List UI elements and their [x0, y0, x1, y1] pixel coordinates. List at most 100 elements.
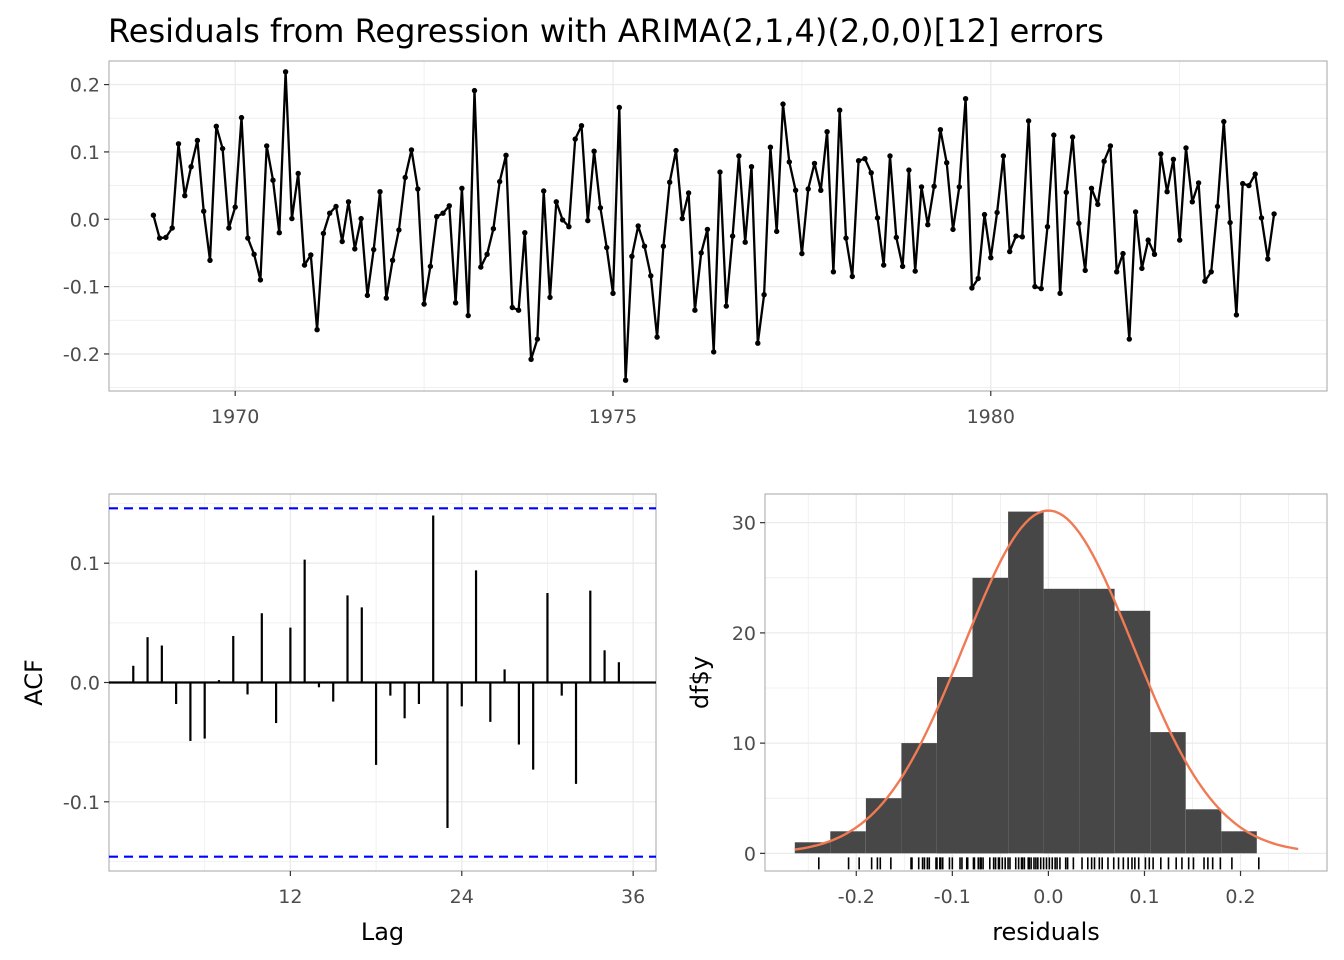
hist-y-tick-label: 0 — [744, 843, 756, 865]
residual-point — [792, 187, 799, 193]
ts-x-tick-label: 1970 — [211, 406, 259, 428]
residual-point — [975, 275, 981, 282]
residual-point — [931, 183, 937, 189]
residual-point — [824, 129, 830, 135]
acf-panel: -0.1 0.0 0.1 12 24 36 Lag ACF — [20, 493, 657, 946]
residual-point — [1252, 171, 1258, 177]
residual-point — [522, 230, 528, 236]
residual-point — [408, 147, 415, 153]
ts-x-tick-label: 1975 — [589, 406, 637, 428]
residual-point — [270, 177, 276, 183]
residual-point — [1069, 134, 1076, 140]
residual-point — [490, 226, 497, 232]
residual-point — [918, 184, 925, 190]
ts-y-tick-label: -0.1 — [63, 277, 100, 299]
residual-point — [786, 159, 792, 165]
residual-point — [169, 225, 175, 231]
acf-y-tick-label: -0.1 — [63, 792, 100, 814]
residual-point — [1139, 265, 1145, 272]
residual-point — [981, 211, 988, 218]
residual-point — [761, 292, 767, 298]
residual-point — [736, 153, 742, 159]
residual-point — [729, 233, 736, 239]
residual-point — [503, 152, 509, 158]
residual-point — [635, 223, 641, 229]
residual-point — [553, 199, 559, 205]
residual-point — [1126, 336, 1133, 342]
residual-point — [950, 226, 956, 233]
residual-point — [874, 215, 881, 221]
residual-point — [1246, 182, 1252, 189]
residual-point — [289, 215, 295, 222]
residual-point — [1158, 151, 1164, 157]
residual-point — [1000, 153, 1007, 159]
residual-point — [962, 96, 969, 102]
residual-point — [1202, 278, 1208, 284]
residual-point — [541, 188, 547, 194]
residual-point — [515, 307, 522, 313]
residual-point — [1051, 132, 1057, 138]
residual-point — [641, 243, 648, 249]
residual-point — [201, 208, 207, 214]
residual-point — [899, 263, 906, 270]
hist-y-tick-label: 30 — [732, 513, 756, 535]
residual-point — [704, 226, 711, 233]
residual-point — [937, 127, 944, 133]
residual-point — [471, 87, 478, 94]
residual-point — [333, 203, 339, 210]
residual-point — [1025, 118, 1032, 124]
residual-point — [944, 160, 950, 166]
figure-title: Residuals from Regression with ARIMA(2,1… — [108, 12, 1104, 50]
residual-point — [459, 185, 465, 191]
acf-y-tick-label: 0.1 — [70, 553, 100, 575]
residual-point — [755, 340, 761, 346]
acf-y-tick-label: 0.0 — [70, 673, 100, 695]
residual-point — [805, 186, 811, 192]
histogram-bar — [1221, 831, 1257, 854]
residual-point — [597, 205, 604, 211]
acf-y-axis-title: ACF — [20, 659, 48, 706]
residual-point — [478, 264, 484, 270]
residual-point — [213, 123, 219, 129]
histogram-bar — [901, 743, 937, 854]
acf-x-tick-label: 24 — [450, 886, 474, 908]
residual-point — [1057, 290, 1063, 296]
residual-point — [427, 263, 434, 270]
residual-point — [452, 300, 459, 306]
residual-point — [1107, 143, 1114, 149]
ts-panel-border — [108, 60, 1328, 392]
residual-point — [301, 262, 308, 268]
residual-point — [837, 107, 843, 113]
residual-point — [811, 160, 818, 167]
residual-point — [748, 164, 755, 170]
residual-point — [440, 210, 446, 216]
hist-x-axis-title: residuals — [992, 918, 1100, 946]
residual-point — [767, 144, 774, 150]
residual-point — [1101, 158, 1107, 164]
residual-point — [484, 251, 490, 257]
residual-point — [175, 141, 182, 147]
residual-point — [578, 123, 585, 129]
residual-point — [251, 251, 257, 257]
residual-point — [711, 349, 717, 355]
residual-point — [559, 217, 566, 223]
residual-point — [327, 210, 333, 216]
histogram-bar — [1008, 511, 1044, 854]
normal-density-curve — [794, 509, 1299, 851]
time-series-panel: -0.2 -0.1 0.0 0.1 0.2 1970 1975 1980 — [63, 60, 1328, 428]
residual-point — [295, 170, 301, 177]
residual-point — [1095, 201, 1101, 208]
residual-point — [219, 145, 226, 152]
residual-point — [308, 252, 314, 258]
residual-point — [616, 104, 622, 111]
residual-point — [1013, 233, 1019, 239]
residual-point — [818, 187, 824, 193]
residual-point — [1032, 283, 1038, 290]
residual-point — [692, 307, 698, 313]
residual-point — [282, 69, 289, 75]
residual-point — [648, 273, 654, 279]
residual-point — [188, 164, 194, 170]
residual-point — [610, 290, 616, 296]
residual-point — [1145, 237, 1151, 243]
residual-point — [956, 184, 962, 190]
